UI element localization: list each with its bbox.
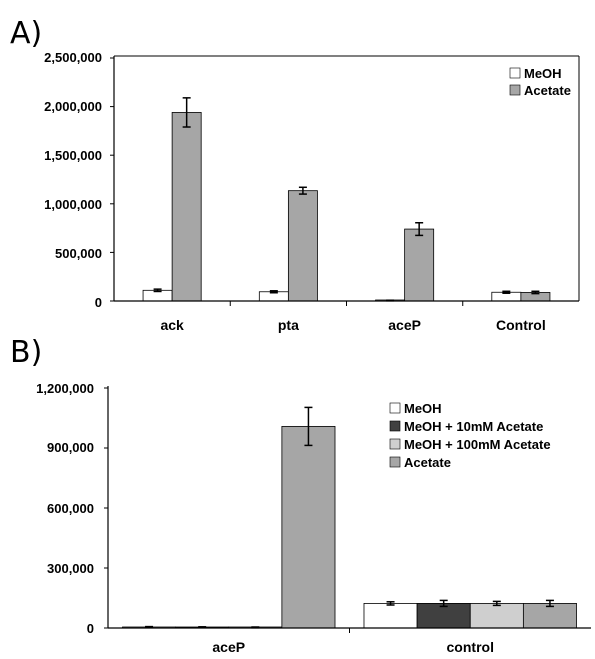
y-tick-label: 500,000 <box>55 246 102 261</box>
y-tick-label: 1,200,000 <box>36 381 94 396</box>
y-tick-label: 0 <box>87 621 94 636</box>
legend-swatch <box>389 456 401 468</box>
legend-label: MeOH + 100mM Acetate <box>404 437 551 452</box>
x-category-label: control <box>447 639 494 655</box>
bar-control-meoh-10mm-acetate <box>416 603 471 629</box>
y-tick-label: 1,500,000 <box>44 148 102 163</box>
panel-b: B) 1,200,000 900,000 600,000 300,000 0 a… <box>10 335 591 655</box>
panel-b-legend: MeOH MeOH + 10mM Acetate MeOH + 100mM Acet… <box>389 401 551 470</box>
legend-swatch <box>389 402 401 414</box>
x-category-label: ack <box>160 317 184 333</box>
y-tick-label: 300,000 <box>47 561 94 576</box>
legend-label: MeOH + 10mM Acetate <box>404 419 543 434</box>
bar-control-meoh-100mm-acetate <box>469 603 524 629</box>
panel-b-y-ticks: 1,200,000 900,000 600,000 300,000 0 <box>36 381 94 636</box>
bar-aceP-acetate <box>281 425 336 629</box>
x-category-label: Control <box>496 317 546 333</box>
legend-swatch <box>509 84 521 96</box>
y-tick-label: 1,000,000 <box>44 197 102 212</box>
x-category-label: pta <box>278 317 299 333</box>
x-category-label: aceP <box>388 317 421 333</box>
legend-swatch <box>389 420 401 432</box>
panel-b-bars <box>122 406 577 629</box>
bar-pta-acetate <box>287 190 318 302</box>
panel-b-category-labels: aceP control <box>212 639 494 655</box>
y-tick-label: 2,000,000 <box>44 99 102 114</box>
panel-a-bars <box>142 97 551 302</box>
panel-a-y-ticks: 2,500,000 2,000,000 1,500,000 1,000,000 … <box>44 50 102 310</box>
legend-label: MeOH <box>404 401 442 416</box>
y-tick-label: 0 <box>95 295 102 310</box>
legend-swatch <box>389 438 401 450</box>
y-tick-label: 2,500,000 <box>44 50 102 65</box>
panel-b-axes <box>104 386 591 633</box>
legend-label: MeOH <box>524 66 562 81</box>
panel-a-category-labels: ack pta aceP Control <box>160 317 545 333</box>
bar-control-acetate <box>522 603 577 629</box>
panel-a-label: A) <box>10 16 42 51</box>
bar-control-meoh <box>363 603 418 629</box>
panel-a: A) 2,500,000 2,000,000 1,500,000 1,000,0… <box>10 16 580 333</box>
panel-a-legend: MeOH Acetate <box>509 66 571 98</box>
bar-ack-acetate <box>171 112 202 302</box>
legend-label: Acetate <box>404 455 451 470</box>
legend-swatch <box>509 67 521 79</box>
panel-b-label: B) <box>10 335 42 370</box>
legend-label: Acetate <box>524 83 571 98</box>
y-tick-label: 600,000 <box>47 501 94 516</box>
panel-a-axes <box>110 55 580 306</box>
x-category-label: aceP <box>212 639 245 655</box>
y-tick-label: 900,000 <box>47 440 94 455</box>
bar-aceP-acetate <box>404 228 435 302</box>
